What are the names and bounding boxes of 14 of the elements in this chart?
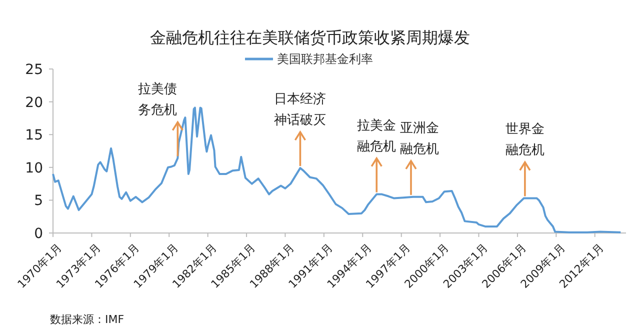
source-note: 数据来源：IMF [50, 313, 124, 326]
annotation: 拉美债务危机 [138, 81, 178, 118]
annotation: 亚洲金融危机 [400, 120, 440, 157]
annotation: 日本经济神话破灭 [274, 92, 326, 128]
annotation: 世界金融危机 [505, 122, 544, 158]
chart-title: 金融危机往往在美联储货币政策收紧周期爆发 [150, 28, 470, 47]
legend-label: 美国联邦基金利率 [277, 52, 373, 66]
y-tick-label: 20 [25, 94, 43, 111]
y-tick-label: 10 [25, 160, 43, 176]
annotation: 拉美金融危机 [357, 117, 396, 154]
y-tick-label: 15 [25, 128, 43, 144]
y-tick-label: 5 [34, 193, 43, 210]
y-tick-label: 0 [34, 226, 43, 242]
y-tick-label: 25 [25, 62, 43, 78]
